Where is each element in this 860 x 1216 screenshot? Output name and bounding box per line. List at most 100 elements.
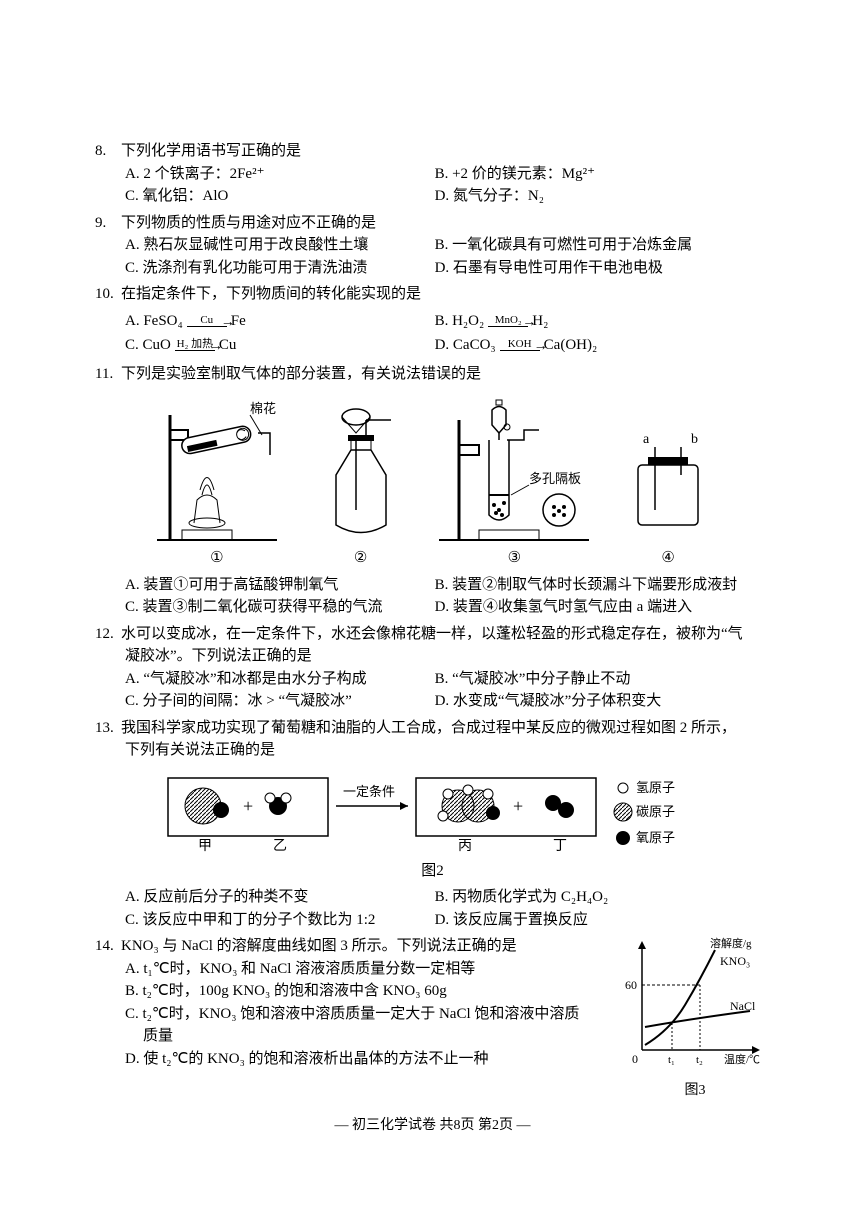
q14-opt-b: B. t₂℃时，100g KNO₃ 的饱和溶液中含 KNO₃ 60g [125, 980, 620, 1003]
svg-text:氢原子: 氢原子 [636, 780, 675, 795]
q9-opt-a: A. 熟石灰显碱性可用于改良酸性土壤 [125, 234, 435, 257]
apparatus-3: 多孔隔板 ③ [429, 395, 599, 570]
fig2-caption: 图2 [95, 860, 770, 883]
q10-c-cond: H₂ 加热 [177, 339, 214, 350]
reaction-diagram: 甲 + 乙 一定条件 丙 [95, 768, 770, 858]
question-12: 12.水可以变成冰，在一定条件下，水还会像棉花糖一样，以蓬松轻盈的形式稳定存在，… [95, 623, 770, 713]
question-13: 13.我国科学家成功实现了葡萄糖和油脂的人工合成，合成过程中某反应的微观过程如图… [95, 717, 770, 932]
q11-num: 11. [95, 363, 121, 386]
cotton-label: 棉花 [250, 401, 276, 416]
svg-text:+: + [513, 796, 523, 816]
q10-b-left: B. H₂O₂ [435, 310, 485, 333]
svg-text:+: + [243, 796, 253, 816]
q12-opt-c: C. 分子间的间隔：冰 > “气凝胶冰” [125, 690, 435, 713]
svg-text:丙: 丙 [458, 839, 472, 854]
arrow-icon [488, 326, 528, 327]
porous-plate-label: 多孔隔板 [529, 471, 581, 486]
svg-text:溶解度/g: 溶解度/g [710, 936, 752, 950]
svg-text:60: 60 [625, 978, 637, 992]
q8-opt-a: A. 2 个铁离子：2Fe²⁺ [125, 163, 435, 186]
q9-opt-c: C. 洗涤剂有乳化功能可用于清洗油渍 [125, 257, 435, 280]
q11-figures: 棉花 ① [135, 395, 730, 570]
svg-text:甲: 甲 [198, 839, 212, 854]
svg-text:氧原子: 氧原子 [636, 830, 675, 845]
arrow-icon [175, 350, 215, 351]
q12-num: 12. [95, 623, 121, 646]
question-8: 8.下列化学用语书写正确的是 A. 2 个铁离子：2Fe²⁺ B. +2 价的镁… [95, 140, 770, 208]
q11-opt-c: C. 装置③制二氧化碳可获得平稳的气流 [125, 596, 435, 619]
svg-text:t₁: t₁ [668, 1054, 675, 1066]
q10-c-left: C. CuO [125, 334, 171, 357]
svg-text:一定条件: 一定条件 [343, 784, 395, 799]
question-10: 10.在指定条件下，下列物质间的转化能实现的是 A. FeSO₄ Cu Fe B… [95, 283, 770, 359]
question-11: 11.下列是实验室制取气体的部分装置，有关说法错误的是 [95, 363, 770, 619]
q12-opt-a: A. “气凝胶冰”和冰都是由水分子构成 [125, 668, 435, 691]
fig3-caption: 图3 [620, 1080, 770, 1101]
svg-text:t₂: t₂ [696, 1054, 703, 1066]
label-1: ① [142, 547, 292, 570]
q12-opt-d: D. 水变成“气凝胶冰”分子体积变大 [435, 690, 745, 713]
arrow-icon [187, 326, 227, 327]
q10-d-right: Ca(OH)₂ [544, 334, 598, 357]
q14-opt-c2: 质量 [143, 1025, 620, 1048]
q13-opt-d: D. 该反应属于置换反应 [435, 909, 745, 932]
q11-opt-b: B. 装置②制取气体时长颈漏斗下端要形成液封 [435, 574, 745, 597]
q9-opt-d: D. 石墨有导电性可用作干电池电极 [435, 257, 745, 280]
port-a-label: a [643, 432, 650, 447]
q8-stem: 下列化学用语书写正确的是 [121, 140, 301, 163]
q8-opt-d: D. 氮气分子：N₂ [435, 185, 745, 208]
q13-stem1: 我国科学家成功实现了葡萄糖和油脂的人工合成，合成过程中某反应的微观过程如图 2 … [121, 717, 736, 740]
question-9: 9.下列物质的性质与用途对应不正确的是 A. 熟石灰显碱性可用于改良酸性土壤 B… [95, 212, 770, 280]
q9-num: 9. [95, 212, 121, 235]
svg-text:KNO₃: KNO₃ [720, 954, 750, 968]
q10-opt-b: B. H₂O₂ MnO₂ H₂ [435, 310, 745, 333]
solubility-chart: 溶解度/g 温度/℃ 0 60 KNO₃ NaCl t₁ t₂ 图3 [620, 935, 770, 1101]
apparatus-2: ② [306, 395, 416, 570]
q10-d-left: D. CaCO₃ [435, 334, 496, 357]
q8-opt-c: C. 氧化铝：AlO [125, 185, 435, 208]
svg-text:0: 0 [632, 1052, 638, 1066]
svg-text:NaCl: NaCl [730, 999, 756, 1013]
q14-opt-d: D. 使 t₂℃的 KNO₃ 的饱和溶液析出晶体的方法不止一种 [125, 1048, 620, 1071]
q10-opt-a: A. FeSO₄ Cu Fe [125, 310, 435, 333]
q13-num: 13. [95, 717, 121, 740]
svg-text:碳原子: 碳原子 [636, 804, 675, 819]
q11-stem: 下列是实验室制取气体的部分装置，有关说法错误的是 [121, 363, 481, 386]
q11-opt-d: D. 装置④收集氢气时氢气应由 a 端进入 [435, 596, 745, 619]
label-3: ③ [429, 547, 599, 570]
arrow-icon [500, 350, 540, 351]
q10-a-cond: Cu [200, 315, 213, 326]
q10-b-cond: MnO₂ [495, 315, 522, 326]
label-4: ④ [613, 547, 723, 570]
label-2: ② [306, 547, 416, 570]
exam-page: 8.下列化学用语书写正确的是 A. 2 个铁离子：2Fe²⁺ B. +2 价的镁… [0, 0, 860, 1216]
q10-opt-d: D. CaCO₃ KOH Ca(OH)₂ [435, 334, 745, 357]
q12-opt-b: B. “气凝胶冰”中分子静止不动 [435, 668, 745, 691]
port-b-label: b [691, 432, 698, 447]
q12-stem2: 凝胶冰”。下列说法正确的是 [125, 645, 770, 668]
q13-opt-b: B. 丙物质化学式为 C₂H₄O₂ [435, 886, 745, 909]
q14-opt-a: A. t₁℃时，KNO₃ 和 NaCl 溶液溶质质量分数一定相等 [125, 958, 620, 981]
q10-stem: 在指定条件下，下列物质间的转化能实现的是 [121, 283, 421, 306]
q8-num: 8. [95, 140, 121, 163]
q13-opt-a: A. 反应前后分子的种类不变 [125, 886, 435, 909]
q13-stem2: 下列有关说法正确的是 [125, 739, 770, 762]
q8-opt-b: B. +2 价的镁元素：Mg²⁺ [435, 163, 745, 186]
q11-opt-a: A. 装置①可用于高锰酸钾制氧气 [125, 574, 435, 597]
q14-stem: KNO₃ 与 NaCl 的溶解度曲线如图 3 所示。下列说法正确的是 [121, 935, 517, 958]
question-14: 14.KNO₃ 与 NaCl 的溶解度曲线如图 3 所示。下列说法正确的是 A.… [95, 935, 770, 1101]
q10-opt-c: C. CuO H₂ 加热 Cu [125, 334, 435, 357]
svg-text:温度/℃: 温度/℃ [724, 1052, 760, 1066]
svg-text:乙: 乙 [273, 838, 287, 854]
apparatus-1: 棉花 ① [142, 395, 292, 570]
q10-d-cond: KOH [508, 339, 532, 350]
q10-num: 10. [95, 283, 121, 306]
q14-num: 14. [95, 935, 121, 958]
svg-text:丁: 丁 [553, 839, 567, 854]
page-footer: — 初三化学试卷 共8页 第2页 — [95, 1115, 770, 1136]
q9-stem: 下列物质的性质与用途对应不正确的是 [121, 212, 376, 235]
q13-opt-c: C. 该反应中甲和丁的分子个数比为 1:2 [125, 909, 435, 932]
q10-a-left: A. FeSO₄ [125, 310, 183, 333]
q12-stem1: 水可以变成冰，在一定条件下，水还会像棉花糖一样，以蓬松轻盈的形式稳定存在，被称为… [121, 623, 743, 646]
q9-opt-b: B. 一氧化碳具有可燃性可用于冶炼金属 [435, 234, 745, 257]
